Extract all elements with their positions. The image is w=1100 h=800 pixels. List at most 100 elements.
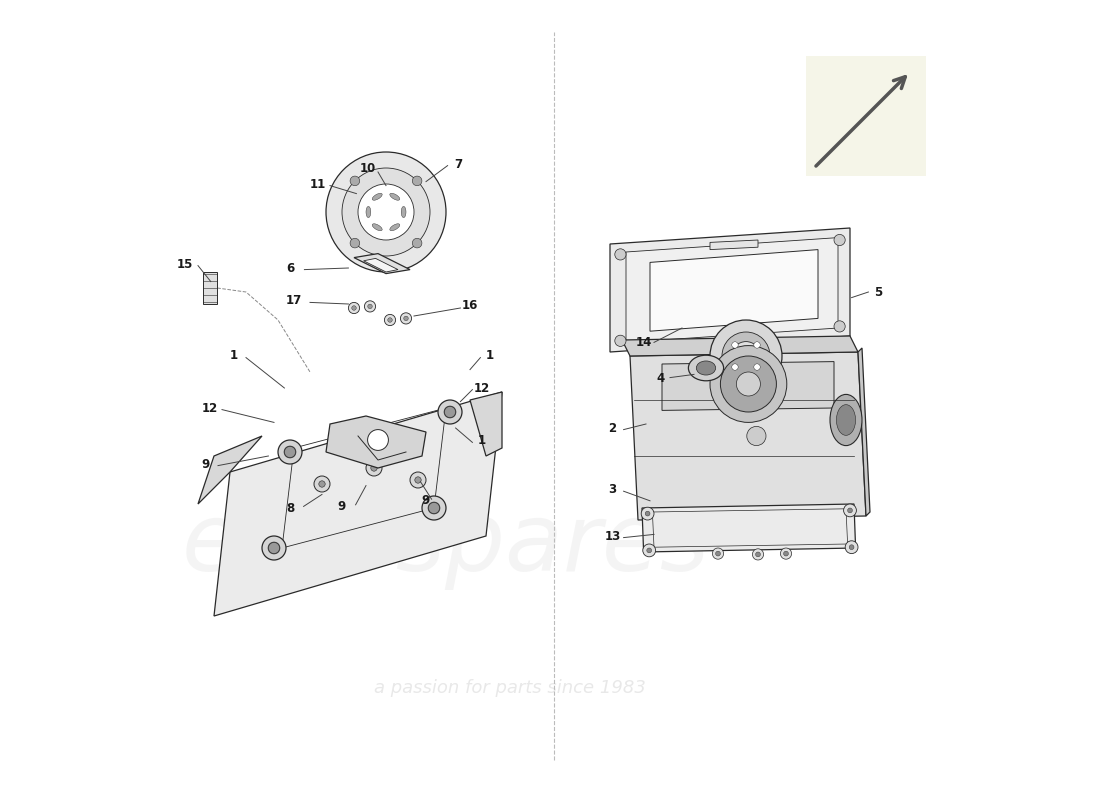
Circle shape <box>848 508 852 513</box>
Text: 1: 1 <box>230 350 238 362</box>
Circle shape <box>780 548 792 559</box>
Ellipse shape <box>696 361 716 375</box>
Ellipse shape <box>372 194 382 200</box>
Text: 13: 13 <box>604 530 620 542</box>
Circle shape <box>754 342 760 348</box>
Circle shape <box>646 511 650 516</box>
Ellipse shape <box>402 206 406 218</box>
Text: 16: 16 <box>462 299 478 312</box>
Ellipse shape <box>830 394 862 446</box>
Text: 11: 11 <box>310 178 326 190</box>
Circle shape <box>326 152 446 272</box>
Circle shape <box>285 446 296 458</box>
Circle shape <box>720 356 777 412</box>
FancyBboxPatch shape <box>806 56 926 176</box>
Circle shape <box>262 536 286 560</box>
Circle shape <box>388 318 393 322</box>
Text: a passion for parts since 1983: a passion for parts since 1983 <box>374 679 646 697</box>
Polygon shape <box>626 238 838 342</box>
Polygon shape <box>470 392 502 456</box>
Circle shape <box>422 496 446 520</box>
Polygon shape <box>214 392 502 616</box>
Text: 17: 17 <box>286 294 302 306</box>
Circle shape <box>358 184 414 240</box>
Polygon shape <box>326 416 426 468</box>
Polygon shape <box>662 362 834 410</box>
Text: 1: 1 <box>486 350 494 362</box>
Circle shape <box>350 176 360 186</box>
Circle shape <box>756 552 760 557</box>
Ellipse shape <box>689 355 724 381</box>
Circle shape <box>747 426 766 446</box>
Circle shape <box>716 551 720 556</box>
Polygon shape <box>621 336 858 356</box>
Circle shape <box>367 304 372 309</box>
Circle shape <box>352 306 356 310</box>
Circle shape <box>754 364 760 370</box>
Circle shape <box>713 548 724 559</box>
Circle shape <box>834 321 845 332</box>
Circle shape <box>350 238 360 248</box>
Text: 8: 8 <box>286 502 294 514</box>
Text: 12: 12 <box>474 382 491 394</box>
Text: 7: 7 <box>454 158 462 170</box>
Circle shape <box>642 544 656 557</box>
Circle shape <box>268 542 279 554</box>
Text: 5: 5 <box>873 286 882 298</box>
Text: 3: 3 <box>608 483 616 496</box>
Circle shape <box>412 176 422 186</box>
Circle shape <box>732 342 738 348</box>
Circle shape <box>444 406 455 418</box>
Circle shape <box>278 440 303 464</box>
Circle shape <box>722 332 770 380</box>
Text: 15: 15 <box>177 258 194 270</box>
Circle shape <box>615 249 626 260</box>
Polygon shape <box>858 348 870 516</box>
Text: 9: 9 <box>422 494 430 506</box>
Circle shape <box>438 400 462 424</box>
Circle shape <box>412 238 422 248</box>
Circle shape <box>371 465 377 471</box>
Circle shape <box>314 476 330 492</box>
Ellipse shape <box>389 224 399 230</box>
Circle shape <box>415 477 421 483</box>
Circle shape <box>732 364 738 370</box>
Text: 14: 14 <box>636 336 652 349</box>
Polygon shape <box>710 240 758 250</box>
Circle shape <box>400 313 411 324</box>
Circle shape <box>752 549 763 560</box>
Polygon shape <box>642 504 856 552</box>
Circle shape <box>710 320 782 392</box>
Ellipse shape <box>389 194 399 200</box>
Text: 12: 12 <box>202 402 218 414</box>
Circle shape <box>710 346 786 422</box>
Circle shape <box>783 551 789 556</box>
Text: 9: 9 <box>202 458 210 470</box>
Polygon shape <box>650 250 818 331</box>
Polygon shape <box>610 228 850 352</box>
Text: 6: 6 <box>286 262 294 274</box>
Circle shape <box>849 545 854 550</box>
Circle shape <box>410 472 426 488</box>
Ellipse shape <box>372 224 382 230</box>
Polygon shape <box>364 258 398 272</box>
Circle shape <box>367 430 388 450</box>
Circle shape <box>739 350 752 362</box>
Circle shape <box>349 302 360 314</box>
Polygon shape <box>198 436 262 504</box>
Ellipse shape <box>366 206 371 218</box>
Circle shape <box>641 507 654 520</box>
Ellipse shape <box>836 405 856 435</box>
Circle shape <box>428 502 440 514</box>
Text: 1: 1 <box>477 434 486 446</box>
Circle shape <box>647 548 651 553</box>
Polygon shape <box>630 352 866 520</box>
Text: 2: 2 <box>608 422 616 434</box>
Circle shape <box>384 314 396 326</box>
Circle shape <box>834 234 845 246</box>
Text: 9: 9 <box>338 500 346 513</box>
Circle shape <box>845 541 858 554</box>
Text: eurospares: eurospares <box>182 498 711 590</box>
Circle shape <box>615 335 626 346</box>
Circle shape <box>342 168 430 256</box>
